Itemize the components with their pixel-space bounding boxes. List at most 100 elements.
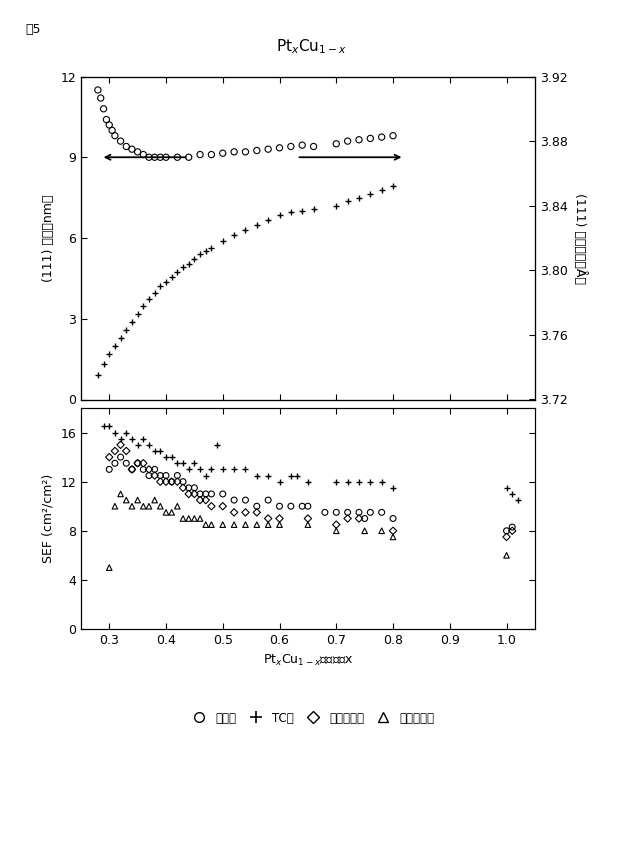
Point bbox=[263, 512, 273, 525]
Point bbox=[101, 113, 111, 127]
Point bbox=[132, 493, 142, 507]
Point bbox=[354, 475, 364, 489]
Point bbox=[388, 179, 398, 193]
Point bbox=[138, 462, 148, 476]
Point bbox=[274, 475, 284, 489]
Point bbox=[297, 139, 307, 152]
Point bbox=[286, 500, 296, 513]
Point bbox=[121, 456, 131, 470]
Point bbox=[292, 468, 302, 482]
Point bbox=[183, 512, 193, 525]
Point bbox=[377, 506, 387, 519]
Point bbox=[332, 137, 341, 150]
Point bbox=[377, 475, 387, 489]
Point bbox=[377, 183, 387, 196]
Point bbox=[365, 188, 375, 201]
Point bbox=[121, 493, 131, 507]
Point bbox=[320, 506, 330, 519]
Point bbox=[286, 468, 296, 482]
Point bbox=[138, 432, 148, 445]
Point bbox=[274, 208, 284, 222]
Point bbox=[172, 456, 182, 470]
Point bbox=[167, 506, 177, 519]
Point bbox=[132, 438, 142, 451]
Point bbox=[388, 129, 398, 143]
Point bbox=[501, 548, 511, 562]
Point bbox=[144, 292, 154, 306]
Point bbox=[189, 456, 199, 470]
Point bbox=[263, 518, 273, 531]
Point bbox=[127, 315, 137, 329]
Point bbox=[110, 129, 120, 143]
Point bbox=[241, 518, 251, 531]
Point bbox=[201, 493, 211, 507]
Point bbox=[229, 493, 239, 507]
Point bbox=[161, 475, 171, 489]
Point bbox=[132, 456, 142, 470]
Point bbox=[195, 512, 205, 525]
Point bbox=[286, 139, 296, 153]
Point bbox=[132, 456, 142, 470]
Point bbox=[274, 500, 284, 513]
Text: Pt$_x$Cu$_{1-x}$: Pt$_x$Cu$_{1-x}$ bbox=[276, 37, 346, 56]
Point bbox=[127, 500, 137, 513]
Point bbox=[144, 500, 154, 513]
Point bbox=[178, 260, 188, 274]
Point bbox=[189, 252, 199, 266]
Point bbox=[252, 468, 262, 482]
Point bbox=[218, 518, 228, 531]
Point bbox=[189, 481, 199, 495]
Point bbox=[156, 150, 165, 164]
Point bbox=[343, 475, 353, 489]
Point bbox=[96, 91, 106, 105]
Point bbox=[144, 438, 154, 451]
Point bbox=[303, 512, 313, 525]
Point bbox=[104, 462, 114, 476]
Point bbox=[110, 500, 120, 513]
Point bbox=[183, 481, 193, 495]
Point bbox=[365, 475, 375, 489]
Point bbox=[189, 487, 199, 501]
Point bbox=[178, 456, 188, 470]
Point bbox=[121, 323, 131, 337]
Point bbox=[501, 481, 511, 495]
Point bbox=[116, 487, 126, 501]
Point bbox=[127, 462, 137, 476]
Point bbox=[161, 450, 171, 464]
Point bbox=[189, 512, 199, 525]
Point bbox=[201, 244, 211, 258]
Point bbox=[110, 445, 120, 458]
Point bbox=[150, 150, 160, 164]
Point bbox=[207, 487, 216, 501]
Point bbox=[207, 462, 216, 476]
Point bbox=[201, 468, 211, 482]
Point bbox=[93, 83, 103, 97]
Point bbox=[508, 520, 518, 534]
Point bbox=[172, 475, 182, 489]
Point bbox=[263, 213, 273, 227]
Point bbox=[144, 150, 154, 164]
Point bbox=[167, 450, 177, 464]
Point bbox=[354, 133, 364, 146]
Point bbox=[127, 432, 137, 445]
Point bbox=[183, 487, 193, 501]
Point bbox=[241, 145, 251, 159]
Point bbox=[218, 146, 228, 160]
Point bbox=[132, 145, 142, 159]
Point bbox=[388, 530, 398, 544]
Point bbox=[229, 518, 239, 531]
Point bbox=[178, 481, 188, 495]
Point bbox=[172, 265, 182, 279]
Point bbox=[161, 468, 171, 482]
Point bbox=[343, 134, 353, 148]
Point bbox=[309, 202, 318, 216]
Point bbox=[156, 468, 165, 482]
Point bbox=[354, 190, 364, 204]
Point bbox=[297, 204, 307, 218]
Point bbox=[332, 518, 341, 531]
Y-axis label: SEF (cm²/cm²): SEF (cm²/cm²) bbox=[42, 474, 55, 564]
Point bbox=[263, 493, 273, 507]
Point bbox=[218, 235, 228, 248]
Point bbox=[207, 241, 216, 254]
Point bbox=[252, 218, 262, 232]
